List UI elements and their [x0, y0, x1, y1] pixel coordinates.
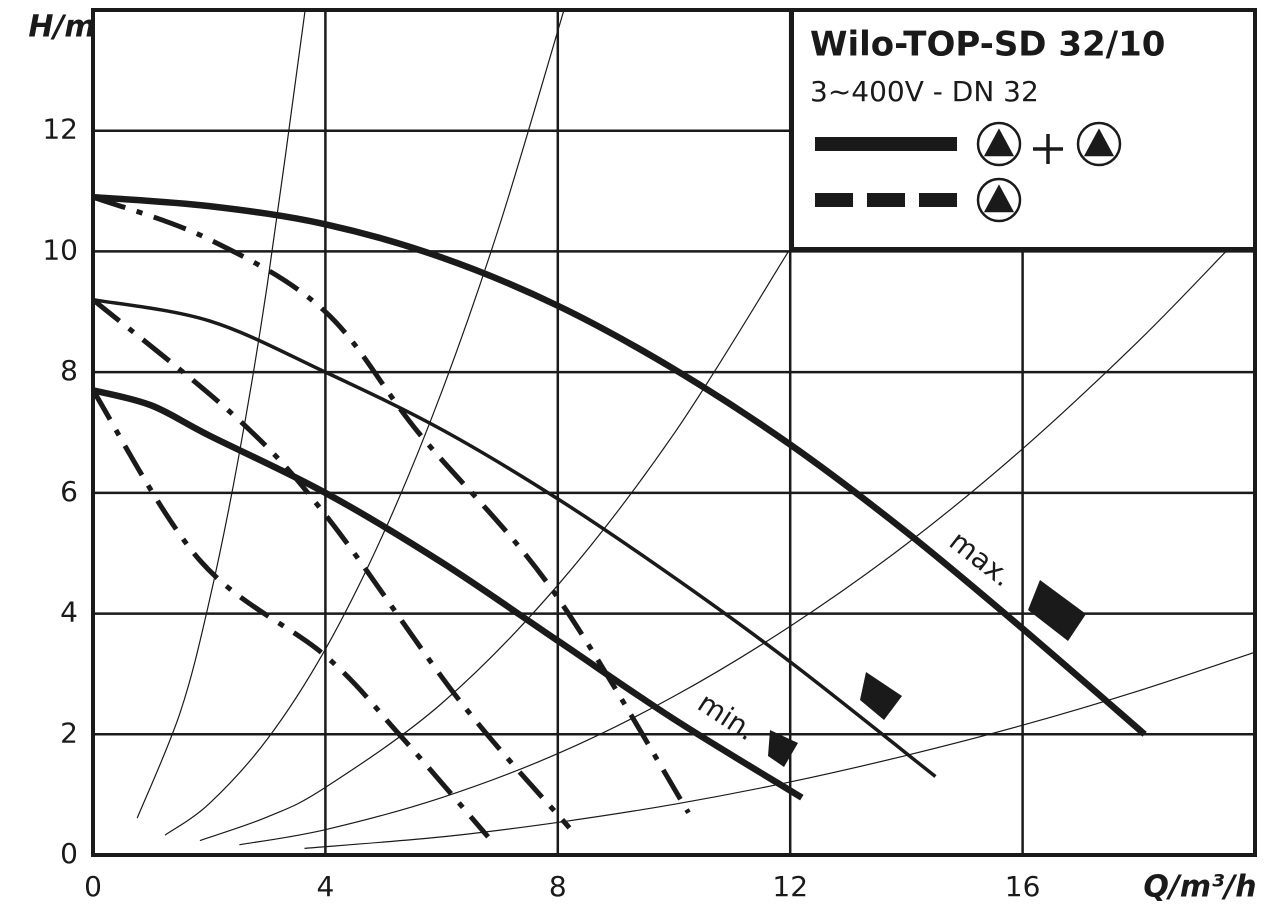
legend-box	[790, 8, 1257, 251]
y-tick-label: 2	[60, 716, 78, 749]
x-tick-label: 4	[316, 870, 334, 903]
y-tick-label: 6	[60, 475, 78, 508]
curves	[90, 10, 1256, 849]
y-tick-label: 8	[60, 354, 78, 387]
legend-icons	[976, 121, 1122, 223]
legend-title: Wilo-TOP-SD 32/10	[810, 25, 1165, 65]
y-axis-label: H/m	[28, 10, 95, 45]
pump-curve	[92, 297, 937, 778]
pump-curve	[90, 388, 490, 839]
x-tick-label: 12	[772, 870, 808, 903]
y-tick-label: 4	[60, 596, 78, 629]
pump-curve	[304, 651, 1256, 849]
pump-curve	[136, 10, 306, 819]
curve-markers	[768, 580, 1086, 767]
pump-curve	[92, 193, 1147, 737]
pump-curve	[91, 297, 572, 830]
pump-curve	[199, 251, 789, 842]
plot-frame	[91, 8, 1257, 857]
x-tick-label: 16	[1005, 870, 1041, 903]
pump-curve	[92, 387, 804, 801]
x-tick-label: 0	[84, 870, 102, 903]
pump-curve	[239, 251, 1227, 846]
x-axis-label: Q/m³/h	[1143, 870, 1256, 905]
x-tick-label: 8	[549, 870, 567, 903]
y-tick-label: 0	[60, 837, 78, 870]
curve-annotation: max.	[943, 524, 1018, 593]
pump-curve	[92, 194, 691, 815]
y-tick-label: 10	[42, 233, 78, 266]
legend-subtitle: 3~400V - DN 32	[810, 75, 1039, 108]
y-tick-label: 12	[42, 113, 78, 146]
pump-curve	[164, 11, 565, 836]
